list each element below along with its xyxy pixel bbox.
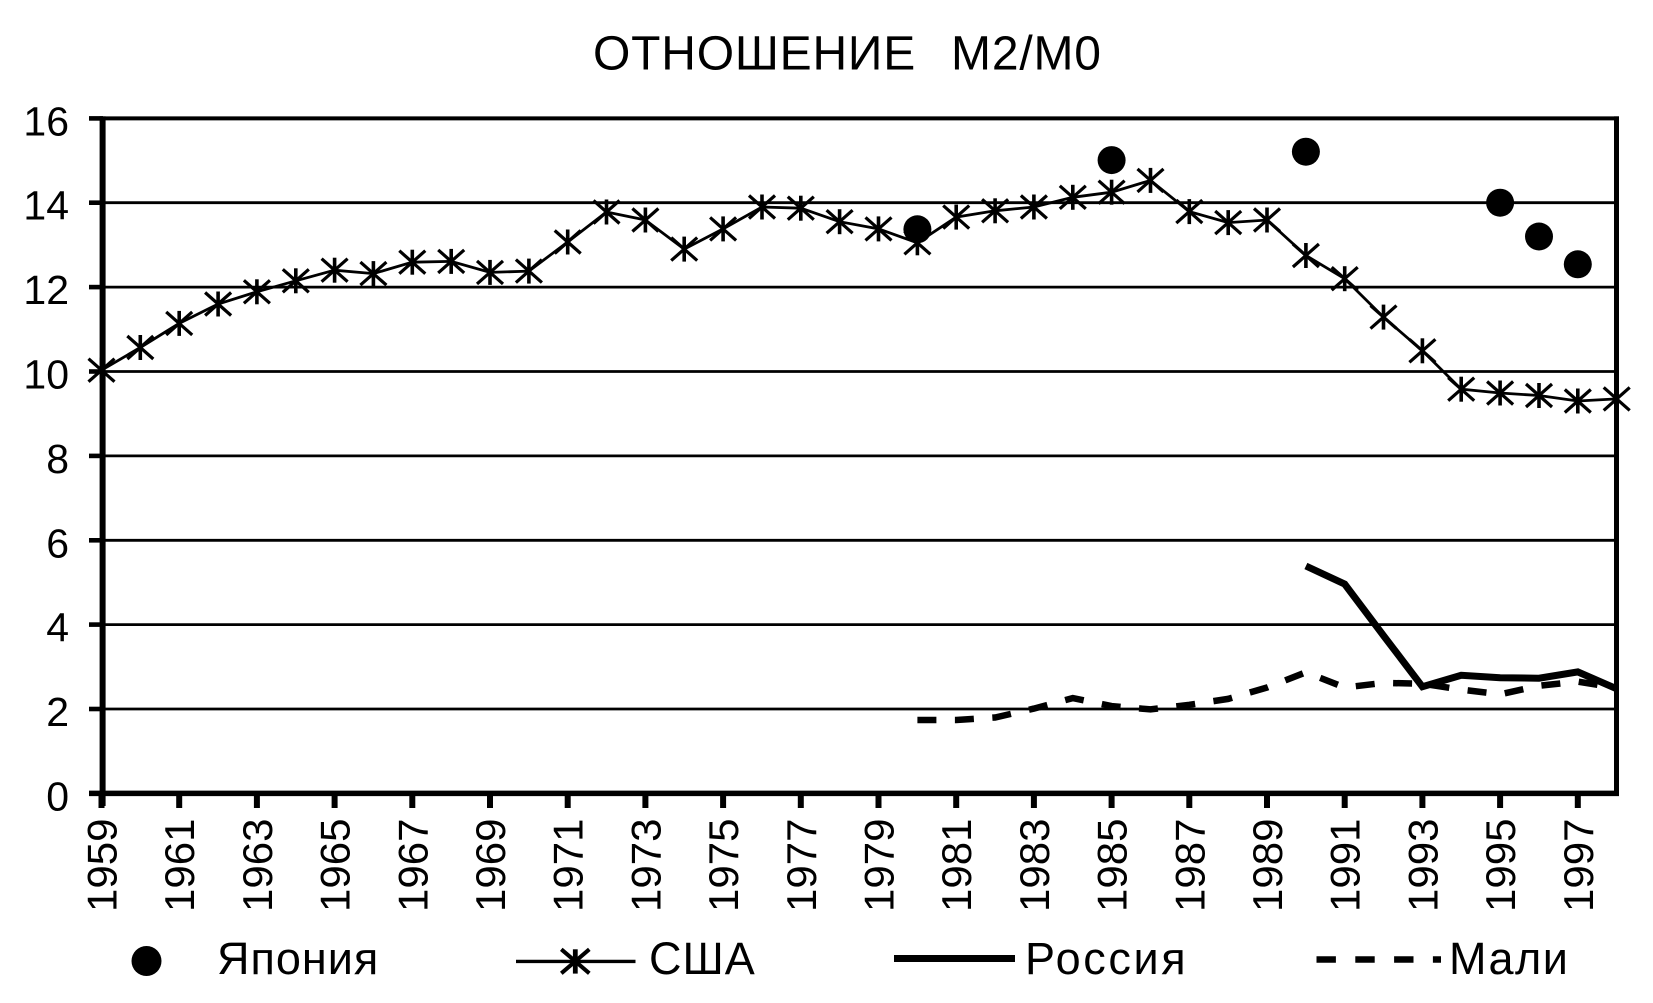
svg-text:1965: 1965	[312, 819, 359, 912]
svg-text:1985: 1985	[1089, 819, 1136, 912]
svg-text:США: США	[649, 933, 756, 984]
svg-text:Россия: Россия	[1025, 933, 1188, 984]
svg-text:1997: 1997	[1555, 819, 1602, 912]
svg-text:10: 10	[23, 352, 69, 398]
svg-text:1987: 1987	[1166, 819, 1213, 912]
svg-text:Япония: Япония	[217, 933, 379, 984]
svg-text:1961: 1961	[156, 819, 203, 912]
svg-text:1979: 1979	[856, 819, 903, 912]
svg-text:12: 12	[23, 267, 69, 313]
svg-text:1989: 1989	[1244, 819, 1291, 912]
svg-text:0: 0	[46, 773, 69, 819]
svg-text:1993: 1993	[1399, 819, 1446, 912]
svg-text:Мали: Мали	[1449, 933, 1569, 984]
svg-text:1963: 1963	[234, 819, 281, 912]
svg-text:4: 4	[46, 605, 69, 651]
svg-text:6: 6	[46, 520, 69, 566]
svg-text:1983: 1983	[1011, 819, 1058, 912]
svg-text:1959: 1959	[79, 819, 126, 912]
svg-text:1967: 1967	[389, 819, 436, 912]
svg-text:16: 16	[23, 98, 69, 144]
svg-text:1995: 1995	[1477, 819, 1524, 912]
svg-text:2: 2	[46, 689, 69, 735]
svg-text:1991: 1991	[1322, 819, 1369, 912]
svg-text:1975: 1975	[700, 819, 747, 912]
svg-text:1977: 1977	[778, 819, 825, 912]
svg-text:1971: 1971	[545, 819, 592, 912]
svg-text:1973: 1973	[622, 819, 669, 912]
svg-text:1969: 1969	[467, 819, 514, 912]
svg-text:8: 8	[46, 436, 69, 482]
svg-text:14: 14	[23, 183, 69, 229]
svg-text:1981: 1981	[933, 819, 980, 912]
